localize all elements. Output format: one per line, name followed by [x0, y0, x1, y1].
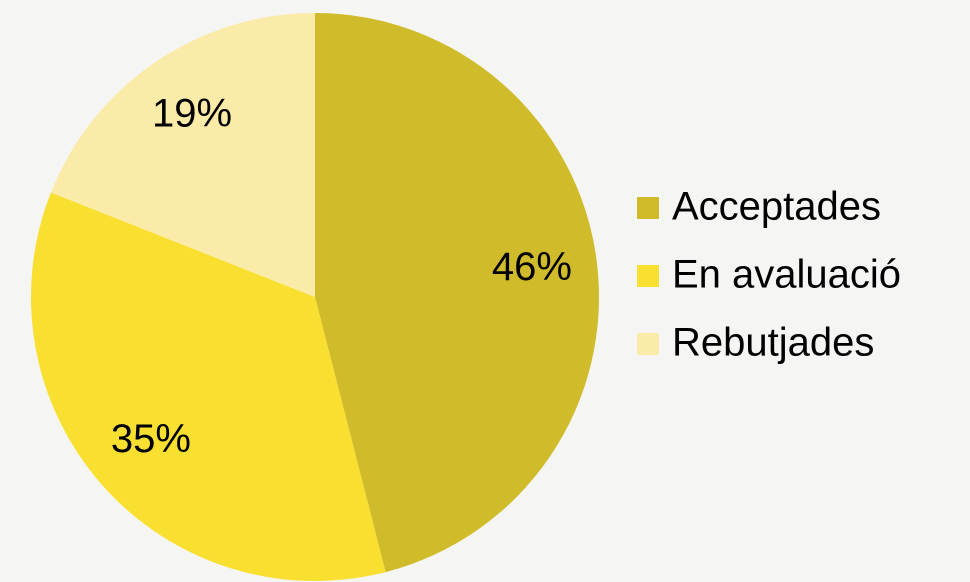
legend-swatch — [637, 265, 659, 287]
pie-slice — [315, 13, 599, 573]
slice-label: 46% — [492, 245, 572, 289]
pie-slice — [30, 192, 386, 581]
pie-slice — [50, 13, 315, 297]
legend-label: Rebutjades — [672, 321, 874, 365]
slice-label: 35% — [111, 417, 191, 461]
legend-label: Acceptades — [672, 185, 881, 229]
legend-label: En avaluació — [672, 253, 901, 297]
legend-swatch — [637, 197, 659, 219]
legend-swatch — [637, 333, 659, 355]
slice-label: 19% — [152, 92, 232, 136]
